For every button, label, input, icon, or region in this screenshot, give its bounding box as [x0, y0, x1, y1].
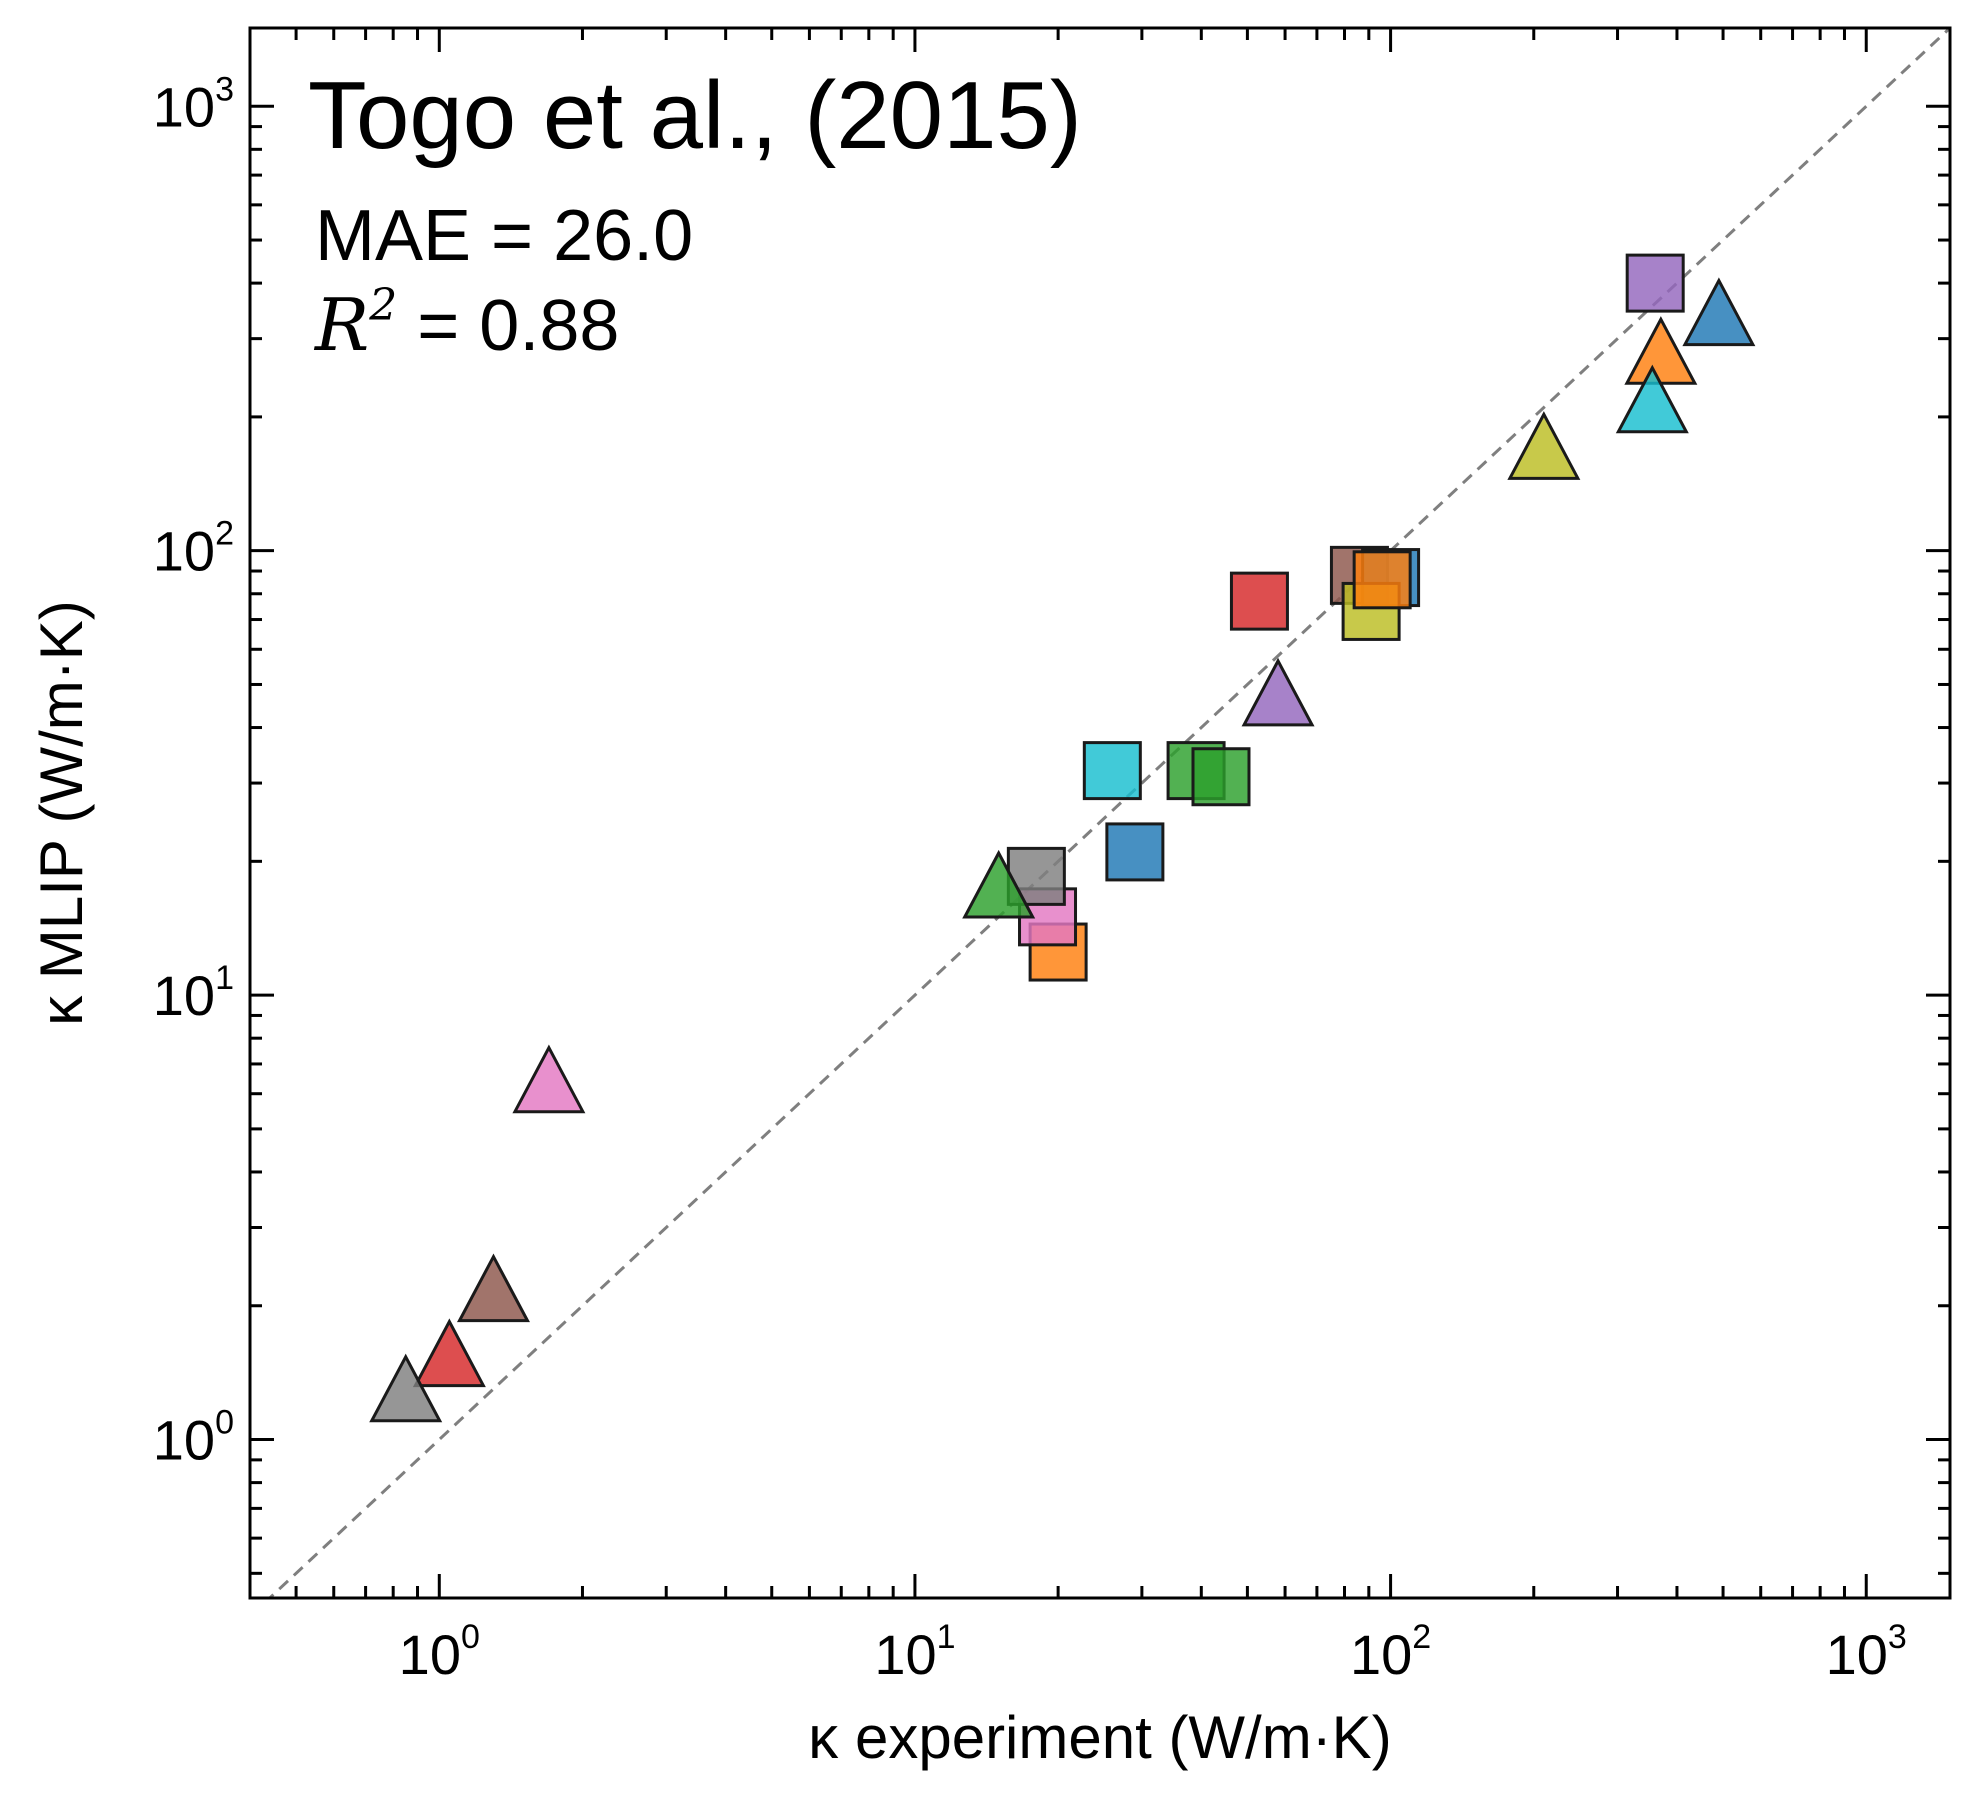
square-data-point: [1191, 747, 1251, 807]
triangle-data-point: [412, 1318, 486, 1388]
r2-annotation: R2 = 0.88: [313, 280, 619, 367]
y-axis-label: κ MLIP (W/m·K): [28, 600, 95, 1026]
r2-symbol: R: [313, 283, 369, 367]
x-tick-label: 101: [874, 1618, 955, 1686]
plot-frame: [248, 26, 1952, 1600]
square-data-point: [1105, 822, 1165, 882]
triangle-data-point: [1241, 657, 1315, 727]
triangle-data-point: [512, 1044, 586, 1114]
x-tick-label: 100: [399, 1618, 480, 1686]
y-tick-label: 101: [153, 959, 234, 1027]
triangle-data-point: [1615, 364, 1689, 434]
square-data-point: [1352, 550, 1412, 610]
square-data-point: [1229, 571, 1289, 631]
triangle-data-point: [456, 1253, 530, 1323]
triangle-data-point: [962, 849, 1036, 919]
chart-title: Togo et al., (2015): [308, 62, 1082, 169]
r2-value: = 0.88: [397, 286, 619, 366]
square-data-point: [1082, 741, 1142, 801]
y-tick-label: 100: [153, 1404, 234, 1472]
identity-reference-line: [267, 28, 1950, 1598]
triangle-data-point: [1682, 277, 1756, 347]
triangle-data-point: [369, 1353, 443, 1423]
x-axis-label: κ experiment (W/m·K): [808, 1704, 1391, 1771]
mae-annotation: MAE = 26.0: [315, 196, 693, 276]
triangle-data-point: [1507, 411, 1581, 480]
x-tick-label: 102: [1350, 1618, 1431, 1686]
y-tick-label: 102: [153, 515, 234, 583]
r2-exponent: 2: [368, 280, 397, 331]
y-tick-label: 103: [153, 70, 234, 138]
square-data-point: [1625, 253, 1685, 313]
x-tick-label: 103: [1826, 1618, 1907, 1686]
